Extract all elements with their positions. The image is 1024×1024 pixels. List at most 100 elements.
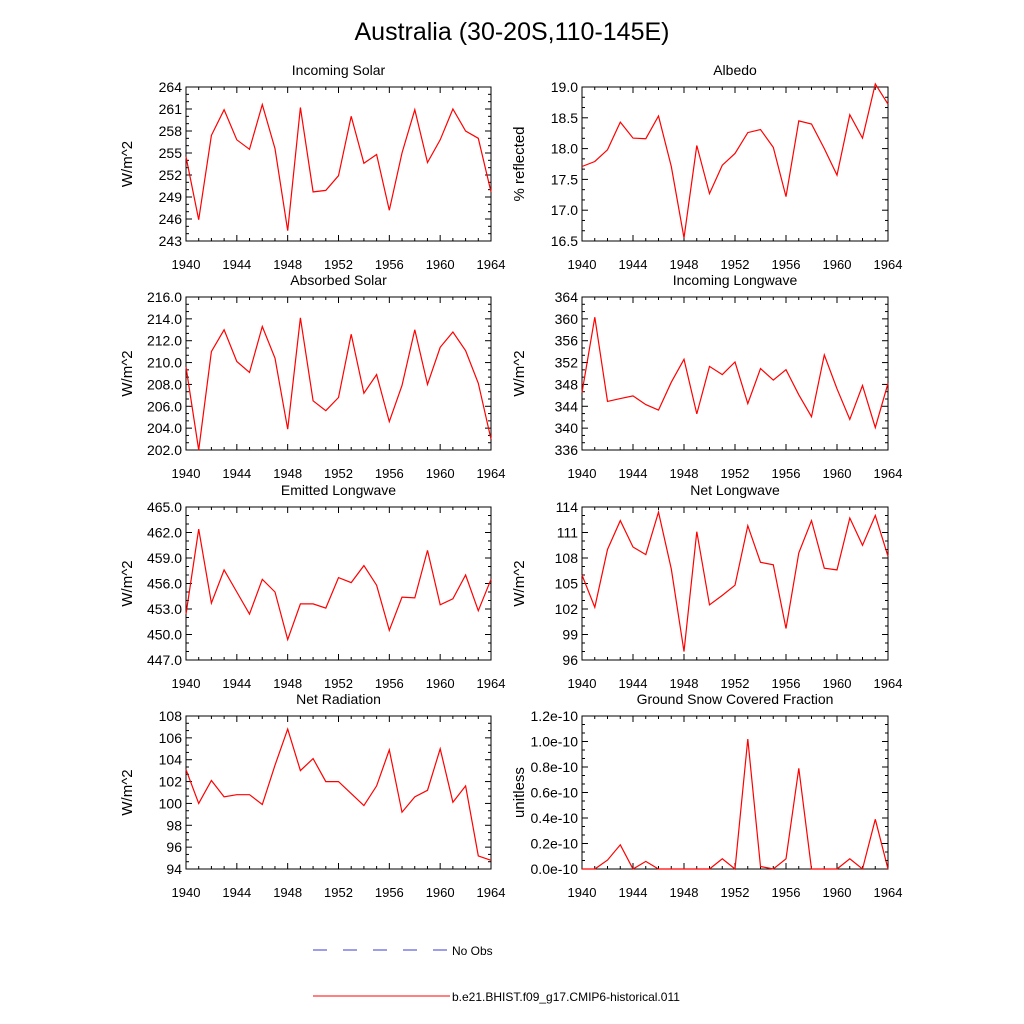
x-tick-label: 1940 bbox=[568, 885, 597, 900]
y-tick-label: 18.5 bbox=[551, 110, 578, 126]
y-tick-label: 102 bbox=[555, 601, 579, 617]
panel-3: 1940 1944 1948 1952 1956 1960 1964 336 340 344 348… bbox=[511, 272, 902, 481]
x-tick-label: 1960 bbox=[426, 257, 455, 272]
y-axis-label: W/m^2 bbox=[511, 560, 528, 606]
y-tick-label: 108 bbox=[555, 550, 579, 566]
x-tick-label: 1952 bbox=[721, 257, 750, 272]
y-tick-label: 19.0 bbox=[551, 79, 578, 95]
x-tick-label: 1952 bbox=[721, 466, 750, 481]
x-tick-label: 1964 bbox=[874, 466, 903, 481]
y-tick-label: 108 bbox=[159, 708, 183, 724]
x-tick-label: 1956 bbox=[772, 466, 801, 481]
x-tick-label: 1948 bbox=[670, 257, 699, 272]
x-tick-label: 1956 bbox=[375, 257, 404, 272]
x-tick-label: 1960 bbox=[823, 466, 852, 481]
y-tick-label: 1.2e-10 bbox=[531, 708, 579, 724]
x-tick-label: 1940 bbox=[172, 676, 201, 691]
panel-title: Ground Snow Covered Fraction bbox=[637, 691, 834, 707]
y-tick-label: 17.5 bbox=[551, 171, 578, 187]
x-tick-label: 1952 bbox=[324, 676, 353, 691]
legend-obs-label: No Obs bbox=[452, 944, 493, 958]
y-tick-label: 210.0 bbox=[147, 355, 182, 371]
x-tick-label: 1944 bbox=[619, 257, 648, 272]
y-tick-label: 456.0 bbox=[147, 576, 182, 592]
x-tick-label: 1944 bbox=[222, 676, 251, 691]
y-axis-label: W/m^2 bbox=[119, 769, 136, 815]
x-tick-label: 1940 bbox=[172, 885, 201, 900]
y-tick-label: 447.0 bbox=[147, 652, 182, 668]
x-tick-label: 1944 bbox=[619, 676, 648, 691]
y-tick-label: 255 bbox=[159, 145, 183, 161]
y-tick-label: 0.6e-10 bbox=[531, 785, 579, 801]
panel-2: 1940 1944 1948 1952 1956 1960 1964 202.0 204.0 20… bbox=[119, 272, 505, 481]
series-line bbox=[581, 82, 889, 239]
x-tick-label: 1944 bbox=[222, 257, 251, 272]
x-tick-label: 1948 bbox=[273, 885, 302, 900]
x-tick-label: 1948 bbox=[670, 885, 699, 900]
x-tick-label: 1964 bbox=[477, 257, 506, 272]
y-tick-label: 261 bbox=[159, 101, 183, 117]
x-tick-label: 1948 bbox=[670, 676, 699, 691]
x-tick-label: 1956 bbox=[772, 257, 801, 272]
series-line bbox=[581, 317, 889, 430]
plot-frame bbox=[185, 715, 492, 870]
legend-model-label: b.e21.BHIST.f09_g17.CMIP6-historical.011 bbox=[452, 990, 680, 1004]
x-tick-label: 1964 bbox=[477, 676, 506, 691]
y-tick-label: 344 bbox=[555, 398, 579, 414]
plot-frame bbox=[581, 715, 889, 870]
y-tick-label: 258 bbox=[159, 123, 183, 139]
panel-title: Emitted Longwave bbox=[281, 482, 396, 498]
y-tick-label: 96 bbox=[166, 839, 182, 855]
y-axis-label: % reflected bbox=[511, 126, 528, 201]
x-tick-label: 1956 bbox=[772, 676, 801, 691]
y-tick-label: 0.0e-10 bbox=[531, 861, 579, 877]
x-tick-label: 1948 bbox=[273, 257, 302, 272]
y-tick-label: 18.0 bbox=[551, 141, 578, 157]
x-tick-label: 1956 bbox=[375, 885, 404, 900]
x-tick-label: 1960 bbox=[823, 885, 852, 900]
y-tick-label: 202.0 bbox=[147, 442, 182, 458]
series-line bbox=[185, 317, 492, 451]
x-tick-label: 1964 bbox=[477, 885, 506, 900]
y-tick-label: 1.0e-10 bbox=[531, 734, 579, 750]
x-tick-label: 1952 bbox=[324, 466, 353, 481]
panel-title: Albedo bbox=[713, 62, 757, 78]
legend: No Obs b.e21.BHIST.f09_g17.CMIP6-histori… bbox=[313, 944, 680, 1004]
y-axis-label: unitless bbox=[511, 767, 528, 818]
x-tick-label: 1940 bbox=[568, 466, 597, 481]
y-tick-label: 102 bbox=[159, 774, 183, 790]
series-line bbox=[581, 509, 889, 652]
panel-title: Incoming Solar bbox=[292, 62, 386, 78]
y-tick-label: 249 bbox=[159, 189, 183, 205]
panel-title: Net Radiation bbox=[296, 691, 381, 707]
panel-title: Absorbed Solar bbox=[290, 272, 387, 288]
y-tick-label: 336 bbox=[555, 442, 579, 458]
x-tick-label: 1956 bbox=[772, 885, 801, 900]
x-tick-label: 1964 bbox=[874, 676, 903, 691]
y-tick-label: 104 bbox=[159, 752, 183, 768]
y-tick-label: 99 bbox=[562, 627, 578, 643]
x-tick-label: 1940 bbox=[568, 257, 597, 272]
y-tick-label: 208.0 bbox=[147, 376, 182, 392]
y-tick-label: 98 bbox=[166, 817, 182, 833]
x-tick-label: 1964 bbox=[874, 257, 903, 272]
plot-frame bbox=[581, 296, 889, 451]
y-tick-label: 453.0 bbox=[147, 601, 182, 617]
x-tick-label: 1952 bbox=[324, 885, 353, 900]
x-tick-label: 1956 bbox=[375, 466, 404, 481]
x-tick-label: 1940 bbox=[172, 257, 201, 272]
y-axis-label: W/m^2 bbox=[511, 350, 528, 396]
series-line bbox=[185, 102, 492, 231]
x-tick-label: 1952 bbox=[721, 676, 750, 691]
x-tick-label: 1964 bbox=[874, 885, 903, 900]
y-tick-label: 450.0 bbox=[147, 627, 182, 643]
y-tick-label: 114 bbox=[556, 499, 579, 515]
plot-frame bbox=[185, 296, 492, 451]
y-tick-label: 212.0 bbox=[147, 333, 182, 349]
y-tick-label: 0.4e-10 bbox=[531, 810, 579, 826]
y-tick-label: 16.5 bbox=[551, 233, 578, 249]
x-tick-label: 1940 bbox=[568, 676, 597, 691]
panel-7: 1940 1944 1948 1952 1956 1960 1964 0.0e-10 0.2e-… bbox=[511, 691, 902, 900]
panel-1: 1940 1944 1948 1952 1956 1960 1964 16.5 17.0 17.5… bbox=[511, 62, 902, 272]
